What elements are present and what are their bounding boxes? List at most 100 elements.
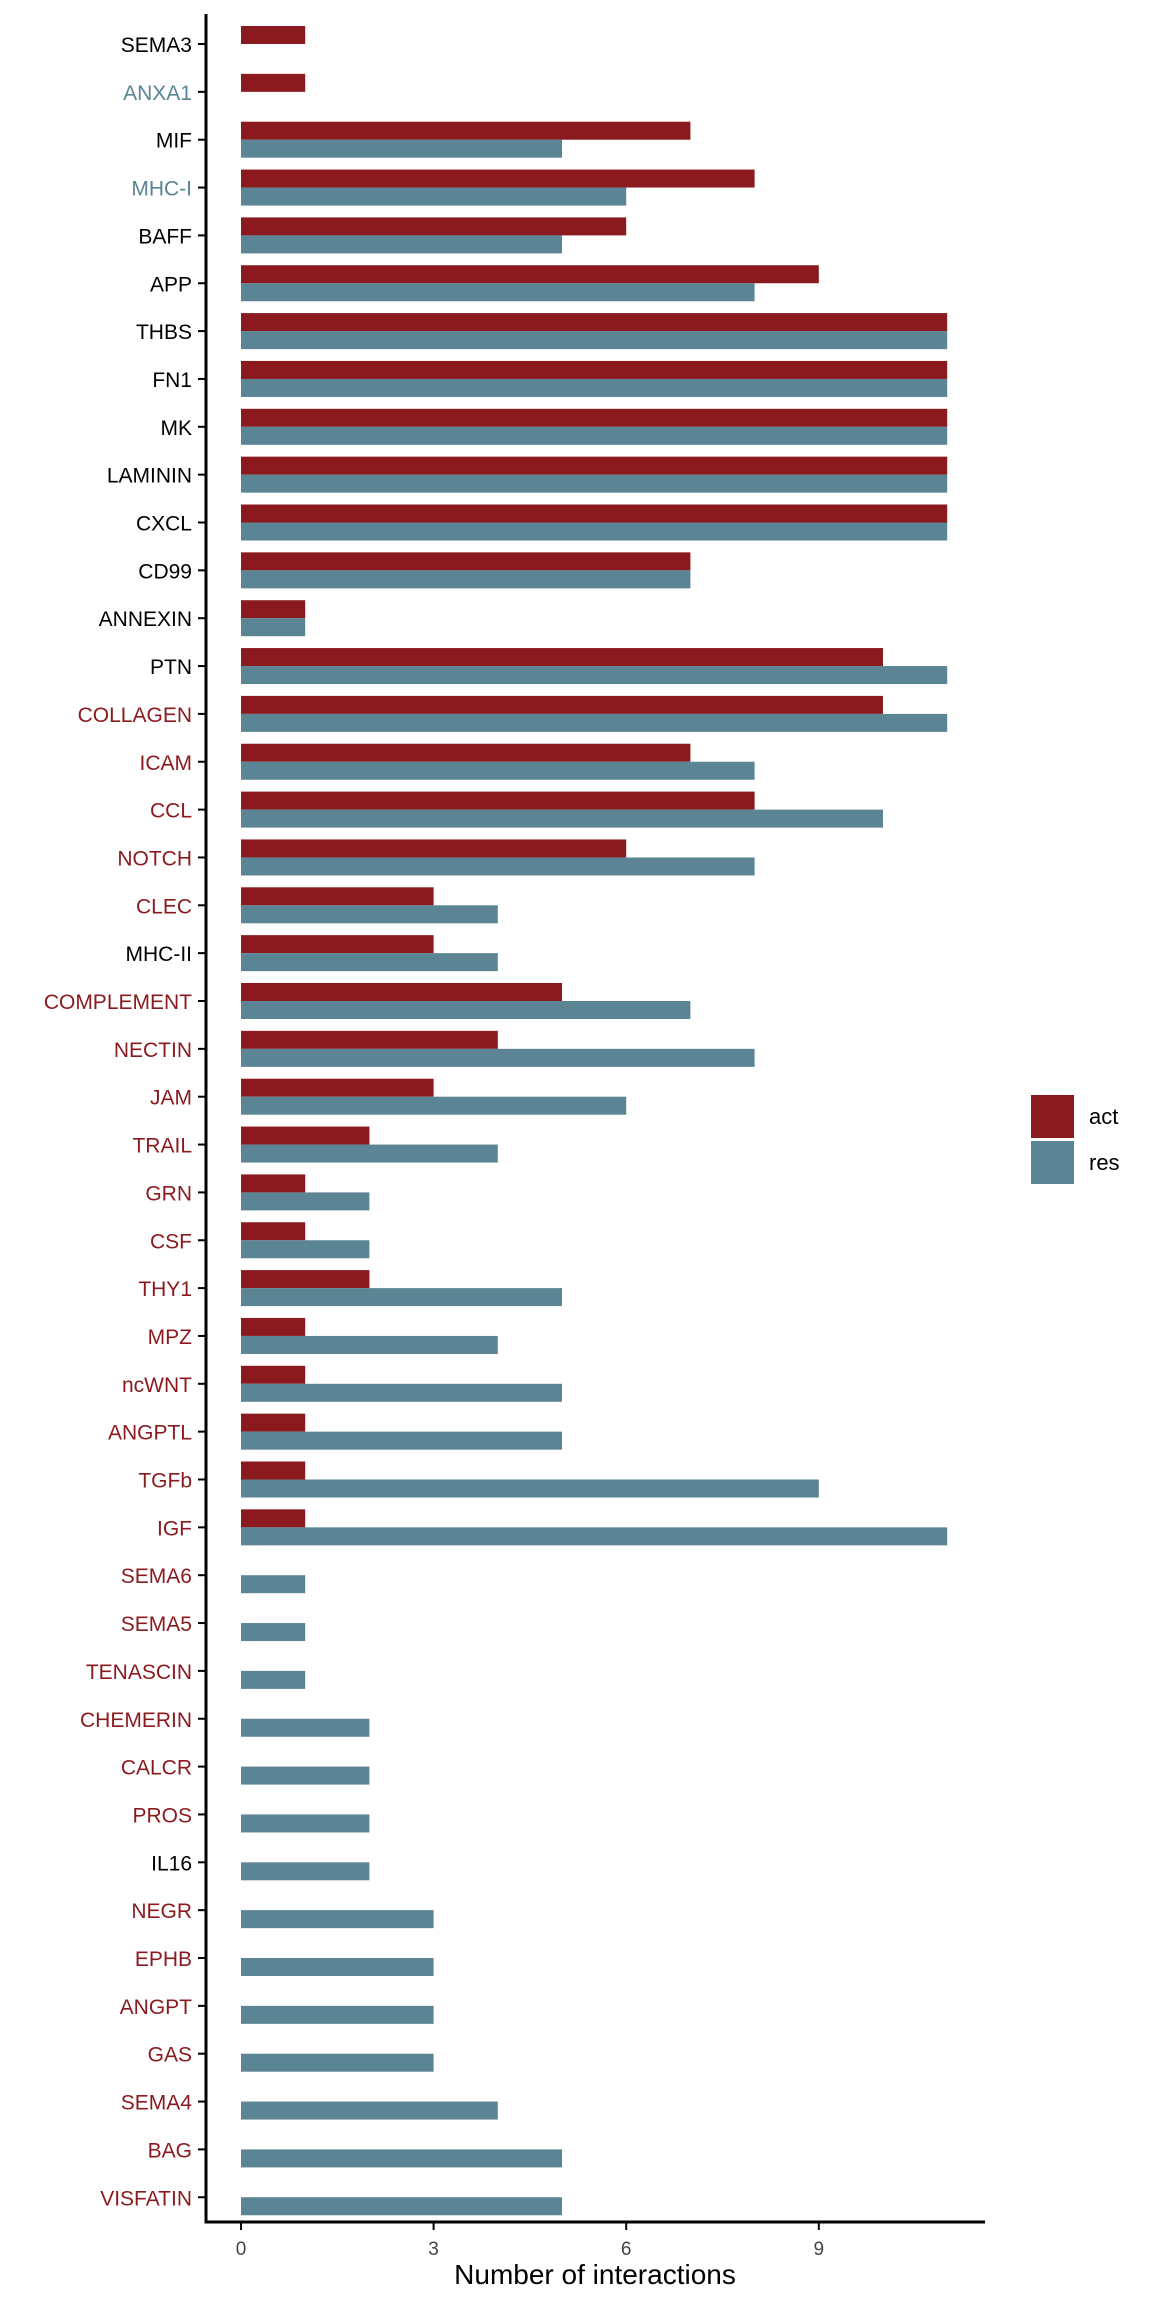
bar-res-mif <box>241 139 562 158</box>
category-label: MPZ <box>148 1326 193 1349</box>
x-axis-title: Number of interactions <box>454 2259 736 2290</box>
category-label: SEMA3 <box>121 34 192 57</box>
category-label: GRN <box>145 1182 192 1205</box>
bar-act-collagen <box>241 695 883 714</box>
bar-res-collagen <box>241 713 948 732</box>
bar-res-nectin <box>241 1048 755 1067</box>
category-label: PROS <box>132 1804 192 1827</box>
category-label: SEMA6 <box>121 1565 192 1588</box>
bar-res-sema5 <box>241 1623 306 1642</box>
bar-res-app <box>241 283 755 302</box>
legend-label-res: res <box>1089 1150 1120 1175</box>
category-label: EPHB <box>135 1948 192 1971</box>
bar-res-annexin <box>241 618 306 637</box>
category-label: MK <box>161 417 193 440</box>
bar-res-grn <box>241 1192 370 1211</box>
bar-act-fn1 <box>241 360 948 379</box>
bar-res-icam <box>241 761 755 780</box>
category-label: JAM <box>150 1087 192 1110</box>
bar-res-mk <box>241 426 948 445</box>
category-label: TENASCIN <box>86 1661 192 1684</box>
bar-res-chemerin <box>241 1718 370 1737</box>
bar-res-fn1 <box>241 378 948 397</box>
bar-act-clec <box>241 887 434 906</box>
category-label: THY1 <box>138 1278 192 1301</box>
bar-res-complement <box>241 1001 691 1019</box>
category-label: CLEC <box>136 895 192 918</box>
bar-res-ccl <box>241 809 883 828</box>
category-label: NOTCH <box>117 847 192 870</box>
bar-act-mif <box>241 121 691 140</box>
bar-res-ephb <box>241 1958 434 1976</box>
bar-act-notch <box>241 839 627 858</box>
category-label: LAMININ <box>107 465 192 488</box>
bar-res-sema6 <box>241 1575 306 1594</box>
category-label: COLLAGEN <box>78 704 192 727</box>
category-label: NECTIN <box>114 1039 192 1062</box>
bar-act-icam <box>241 743 691 762</box>
bar-res-sema4 <box>241 2101 498 2120</box>
bar-act-angptl <box>241 1413 306 1432</box>
bar-res-visfatin <box>241 2197 562 2216</box>
bar-act-sema3 <box>241 26 306 44</box>
legend: act res <box>1031 1095 1120 1184</box>
bar-res-ptn <box>241 666 948 685</box>
bar-res-angpt <box>241 2005 434 2024</box>
bar-act-grn <box>241 1174 306 1193</box>
bar-act-mpz <box>241 1317 306 1336</box>
category-label: MIF <box>156 130 192 153</box>
bar-res-tgfb <box>241 1479 819 1498</box>
category-label: CD99 <box>138 560 192 583</box>
legend-swatch-res <box>1031 1141 1074 1184</box>
category-label: CXCL <box>136 513 192 536</box>
bar-res-mpz <box>241 1335 498 1354</box>
bar-res-ncwnt <box>241 1383 562 1402</box>
bar-res-mhc-i <box>241 187 627 206</box>
category-label: APP <box>150 273 192 296</box>
bar-act-nectin <box>241 1030 498 1049</box>
category-label: CCL <box>150 800 192 823</box>
bar-res-notch <box>241 857 755 876</box>
bar-res-baff <box>241 235 562 254</box>
category-label: THBS <box>136 321 192 344</box>
bar-act-cd99 <box>241 552 691 571</box>
bar-act-baff <box>241 217 627 236</box>
bar-act-app <box>241 265 819 284</box>
bar-res-jam <box>241 1096 627 1115</box>
bar-res-mhc-ii <box>241 953 498 972</box>
x-axis-ticks: 0 3 6 9 <box>236 2222 824 2260</box>
category-label: IL16 <box>151 1852 192 1875</box>
bar-act-ccl <box>241 791 755 810</box>
category-label: PTN <box>150 656 192 679</box>
bar-res-il16 <box>241 1862 370 1881</box>
category-label: ANGPT <box>120 1996 193 2019</box>
category-labels: SEMA3 ANXA1 MIF MHC-I BAFF APP THBS FN1 MK LAMINI… <box>44 34 192 2210</box>
bar-res-csf <box>241 1240 370 1259</box>
bar-act-thbs <box>241 313 948 332</box>
bar-act-mhc-ii <box>241 935 434 954</box>
bar-res-tenascin <box>241 1670 306 1689</box>
category-label: TRAIL <box>132 1135 192 1158</box>
x-tick-label: 6 <box>621 2239 632 2260</box>
bar-act-csf <box>241 1222 306 1241</box>
bar-res-trail <box>241 1144 498 1163</box>
category-label: CHEMERIN <box>80 1709 192 1732</box>
bar-res-bag <box>241 2149 562 2168</box>
bar-res-cxcl <box>241 522 948 541</box>
bar-act-ptn <box>241 648 883 667</box>
category-label: IGF <box>157 1517 192 1540</box>
bar-act-cxcl <box>241 504 948 523</box>
bar-res-thbs <box>241 331 948 350</box>
x-tick-label: 0 <box>236 2239 247 2260</box>
category-label: NEGR <box>131 1900 192 1923</box>
bar-res-angptl <box>241 1431 562 1450</box>
bar-act-mk <box>241 408 948 427</box>
bar-act-jam <box>241 1078 434 1097</box>
category-label: MHC-I <box>131 178 192 201</box>
category-label: GAS <box>148 2044 192 2067</box>
bar-res-clec <box>241 905 498 924</box>
bar-act-laminin <box>241 456 948 475</box>
bar-act-thy1 <box>241 1270 370 1289</box>
category-label: BAG <box>148 2139 192 2162</box>
